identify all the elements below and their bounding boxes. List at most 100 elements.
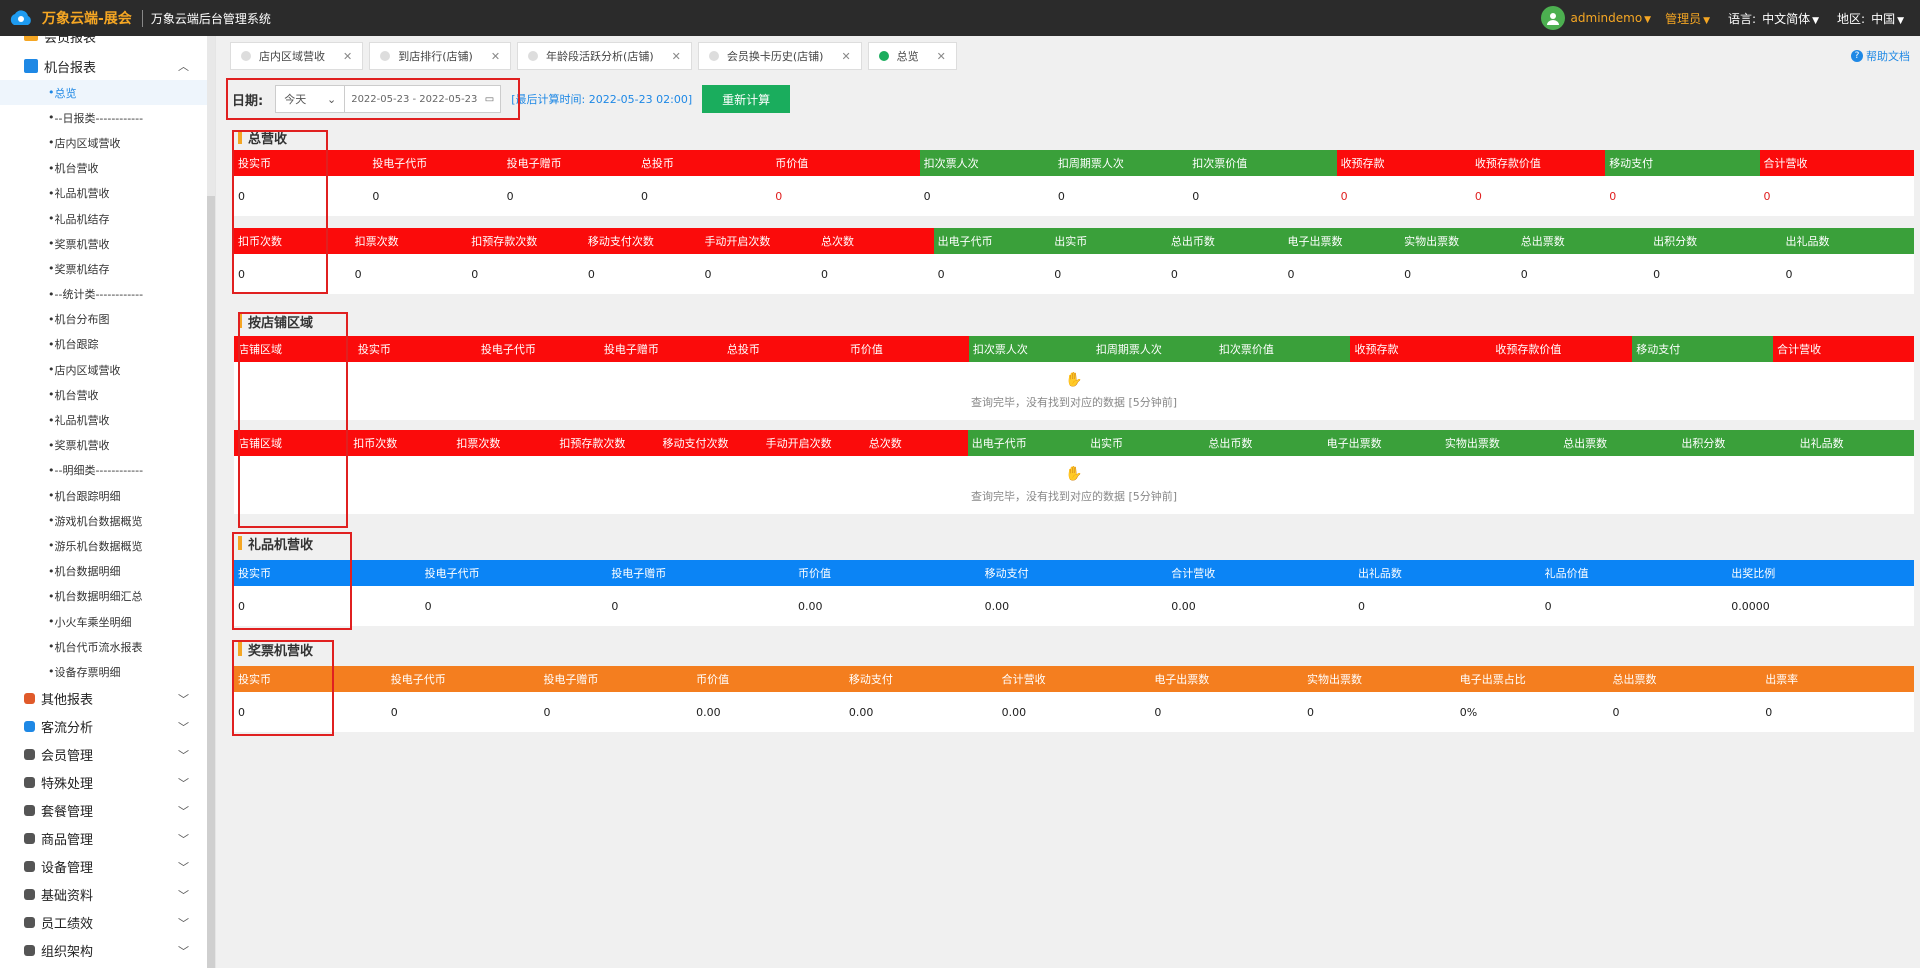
date-range-input[interactable]: 2022-05-23 - 2022-05-23 ▭: [345, 85, 502, 113]
close-icon[interactable]: ✕: [343, 49, 353, 63]
region-select[interactable]: 中国 ▼: [1871, 10, 1904, 27]
tab-label: 总览: [896, 50, 919, 63]
column-header: 实物出票数: [1303, 666, 1456, 692]
sidebar-group[interactable]: 基础资料 ﹀: [0, 881, 215, 909]
table-cell: 0: [1170, 267, 1178, 281]
status-dot-icon: [528, 51, 539, 61]
column-header: 出实币: [1086, 430, 1205, 456]
sidebar-item-label: 机台跟踪明细: [54, 489, 121, 503]
calendar-icon: ▭: [484, 93, 495, 105]
date-label: 日期:: [232, 93, 264, 109]
sidebar-group[interactable]: 员工绩效 ﹀: [0, 909, 215, 937]
sidebar-item[interactable]: • 总览: [0, 80, 215, 106]
org-icon: [24, 945, 35, 956]
table-cell: 0: [1612, 705, 1620, 719]
scrollbar-thumb[interactable]: [207, 196, 215, 968]
sidebar-item[interactable]: • 奖票机结存: [48, 262, 110, 276]
sidebar-item[interactable]: • 机台数据明细汇总: [48, 589, 143, 604]
close-icon[interactable]: ✕: [671, 49, 681, 63]
sidebar-group[interactable]: 客流分析 ﹀: [0, 713, 215, 741]
sidebar-item[interactable]: • 礼品机营收: [48, 413, 110, 428]
sidebar-item[interactable]: • 设备存票明细: [48, 665, 121, 679]
sidebar-item[interactable]: • 机台营收: [48, 161, 99, 176]
sidebar-item[interactable]: • 机台数据明细: [48, 564, 121, 579]
sidebar-item[interactable]: • 店内区域营收: [48, 136, 121, 150]
close-icon[interactable]: ✕: [936, 49, 946, 63]
main-content: 日期: 今天 ⌄ 2022-05-23 - 2022-05-23 ▭ [最后计算…: [226, 78, 1920, 968]
sidebar-group-member-report[interactable]: 会员报表 ﹀: [0, 36, 215, 46]
sidebar-item-label: 店内区域营收: [54, 136, 121, 150]
sidebar-group[interactable]: 商品管理 ﹀: [0, 825, 215, 853]
sidebar-group[interactable]: 特殊处理 ﹀: [0, 769, 215, 797]
sidebar-item[interactable]: • 机台跟踪明细: [48, 489, 121, 503]
username-menu[interactable]: admindemo ▼: [1571, 11, 1652, 25]
sidebar-item[interactable]: • 店内区域营收: [48, 363, 121, 377]
close-icon[interactable]: ✕: [490, 49, 501, 63]
title-accent: [238, 314, 242, 328]
tab-label: 年龄段活跃分析(店铺): [546, 50, 654, 63]
sidebar-item-label: 总览: [54, 86, 77, 100]
sidebar-group[interactable]: 组织架构 ﹀: [0, 937, 215, 965]
sidebar-group-machine-report[interactable]: 机台报表 ︿: [0, 52, 215, 80]
column-header: 投实币: [353, 336, 477, 362]
sidebar-item[interactable]: • 机台分布图: [48, 312, 110, 327]
sidebar-group[interactable]: 设备管理 ﹀: [0, 853, 215, 881]
column-header: 总次数: [864, 430, 968, 456]
sidebar-item[interactable]: • 游戏机台数据概览: [48, 514, 143, 528]
sidebar-group[interactable]: 其他报表 ﹀: [0, 685, 215, 713]
sidebar-group[interactable]: 套餐管理 ﹀: [0, 797, 215, 825]
close-icon[interactable]: ✕: [841, 49, 851, 63]
sidebar-item-label: 机台分布图: [54, 313, 110, 327]
chart-icon: [24, 59, 38, 73]
sidebar-item[interactable]: • 礼品机营收: [48, 186, 110, 201]
tab[interactable]: 到店排行(店铺) ✕: [369, 42, 512, 70]
sidebar-item[interactable]: • 游乐机台数据概览: [48, 539, 143, 553]
sidebar-item[interactable]: • 机台跟踪: [48, 337, 99, 352]
sidebar-item[interactable]: • 小火车乘坐明细: [48, 615, 132, 629]
tab[interactable]: 店内区域营收 ✕: [230, 42, 364, 70]
user-avatar-icon[interactable]: [1540, 6, 1565, 30]
recalculate-button[interactable]: 重新计算: [702, 85, 791, 113]
column-header: 出礼品数: [1781, 228, 1914, 254]
column-header: 出电子代币: [967, 430, 1087, 456]
sidebar-item[interactable]: • --明细类------------: [48, 463, 144, 478]
sidebar-item-label: 奖票机结存: [54, 262, 110, 276]
table-cell: 0: [1307, 705, 1315, 719]
language-select[interactable]: 中文简体 ▼: [1762, 10, 1819, 27]
tab[interactable]: 年龄段活跃分析(店铺) ✕: [517, 42, 692, 70]
column-header: 移动支付: [844, 666, 998, 692]
tab[interactable]: 会员换卡历史(店铺) ✕: [697, 42, 862, 70]
sidebar-group-label: 基础资料: [41, 889, 94, 904]
column-header: 投实币: [234, 560, 421, 586]
sidebar-scrollbar[interactable]: [207, 36, 215, 968]
table-cell: 0: [1763, 189, 1771, 203]
column-header: 扣次票价值: [1188, 150, 1337, 176]
column-header: 电子出票数: [1150, 666, 1304, 692]
sidebar: 会员报表 ﹀ 机台报表 ︿ • 总览 • --日报类------------ • 店…: [0, 36, 216, 968]
sidebar-item[interactable]: • 奖票机营收: [48, 438, 110, 453]
sidebar-item[interactable]: • 机台营收: [48, 388, 99, 402]
tab-label: 会员换卡历史(店铺): [726, 50, 824, 63]
table-cell: 0: [354, 267, 362, 281]
sidebar-item[interactable]: • --日报类------------: [48, 111, 144, 125]
sidebar-item[interactable]: • --统计类------------: [48, 287, 144, 302]
tab[interactable]: 总览 ✕: [867, 42, 957, 70]
chevron-down-icon: ﹀: [178, 888, 189, 902]
device-icon: [24, 861, 35, 872]
highlight-box: [238, 312, 348, 528]
table-cell: 0: [471, 267, 479, 281]
table-cell: 0.00: [797, 599, 823, 613]
role-menu[interactable]: 管理员 ▼: [1665, 10, 1710, 27]
sidebar-item[interactable]: • 机台代币流水报表: [48, 640, 143, 654]
section-store-area: 按店铺区域 店铺区域 投实币 投电子代币 投电子赠币 总投币 币价值 扣次票人次 扣周期票人次…: [234, 310, 1914, 514]
column-header: 收预存款: [1336, 150, 1471, 176]
period-select[interactable]: 今天 ⌄: [275, 85, 346, 113]
table-cell: 0: [1653, 267, 1661, 281]
column-header: 扣次票价值: [1214, 336, 1351, 362]
sidebar-item[interactable]: • 奖票机营收: [48, 237, 110, 251]
sidebar-item[interactable]: • 礼品机结存: [48, 212, 110, 226]
table-cell: 0: [506, 189, 514, 203]
table-cell: 0: [1357, 599, 1365, 613]
sidebar-group[interactable]: 会员管理 ﹀: [0, 741, 215, 769]
help-link[interactable]: ? 帮助文档: [1851, 48, 1910, 64]
